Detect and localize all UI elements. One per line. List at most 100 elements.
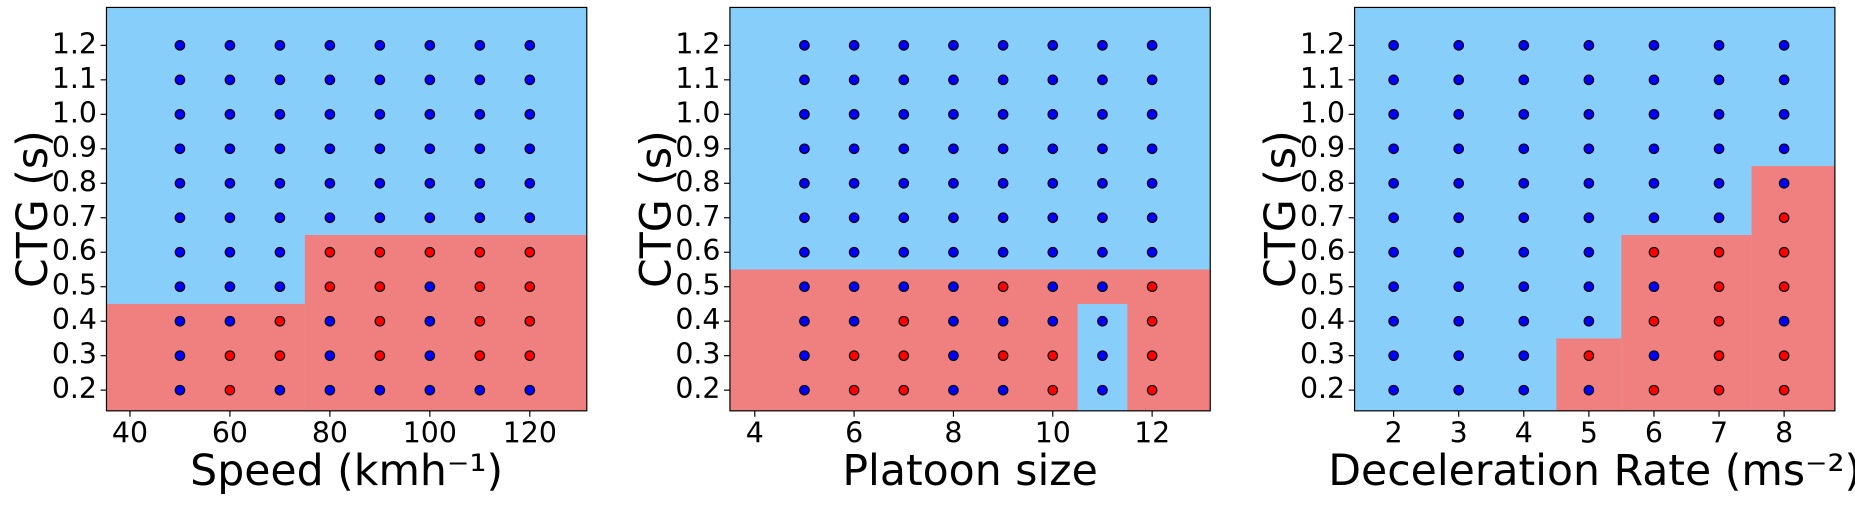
point <box>799 246 810 258</box>
point <box>424 246 436 258</box>
point <box>1097 246 1108 258</box>
point <box>997 212 1009 224</box>
x-tick-label: 80 <box>312 417 348 450</box>
point <box>274 212 286 224</box>
point <box>474 212 486 224</box>
point <box>1388 350 1399 361</box>
y-axis-label: CTG (s) <box>8 130 58 288</box>
point <box>848 40 860 51</box>
point <box>898 40 910 51</box>
point <box>1453 177 1465 189</box>
point <box>424 315 436 327</box>
point <box>524 40 536 51</box>
point <box>1778 74 1790 86</box>
point <box>374 384 386 396</box>
point <box>1648 40 1660 51</box>
point <box>1453 384 1465 396</box>
point <box>1713 143 1725 155</box>
point <box>1518 281 1530 293</box>
point <box>1146 74 1158 86</box>
plot-frame <box>1353 6 1836 412</box>
point <box>1778 315 1790 327</box>
point <box>1518 315 1530 327</box>
point <box>1097 384 1108 396</box>
point <box>1146 177 1158 189</box>
y-tick-label: 1.2 <box>675 27 720 60</box>
point <box>374 143 386 155</box>
y-tick-label: 0.9 <box>1300 131 1345 164</box>
point <box>1713 246 1725 258</box>
region <box>729 269 1211 411</box>
y-tick-label: 0.6 <box>1300 234 1345 267</box>
point <box>1097 74 1108 86</box>
x-tick-label: 8 <box>1775 417 1793 450</box>
point <box>848 108 860 120</box>
point <box>1388 315 1399 327</box>
point <box>1583 246 1595 258</box>
point <box>948 315 959 327</box>
point <box>1453 212 1465 224</box>
point <box>1097 108 1108 120</box>
point <box>1518 177 1530 189</box>
y-tick-label: 1.1 <box>1300 62 1345 95</box>
point <box>1453 315 1465 327</box>
point <box>174 281 186 293</box>
point <box>1778 108 1790 120</box>
y-tick-label: 0.7 <box>1300 200 1345 233</box>
point <box>224 281 236 293</box>
point <box>1518 212 1530 224</box>
point <box>524 315 536 327</box>
point <box>374 246 386 258</box>
region <box>1556 338 1622 411</box>
point <box>898 177 910 189</box>
point <box>174 350 186 361</box>
point <box>1388 40 1399 51</box>
point <box>948 40 959 51</box>
point <box>848 246 860 258</box>
point <box>1778 40 1790 51</box>
point <box>997 40 1009 51</box>
y-tick-label: 0.9 <box>675 131 720 164</box>
point <box>898 246 910 258</box>
point <box>898 74 910 86</box>
point <box>324 212 336 224</box>
point <box>1146 350 1158 361</box>
point <box>324 40 336 51</box>
point <box>224 350 236 361</box>
x-tick-label: 2 <box>1385 417 1403 450</box>
point <box>224 212 236 224</box>
point <box>1648 74 1660 86</box>
point <box>799 177 810 189</box>
point <box>474 350 486 361</box>
point <box>1146 40 1158 51</box>
point <box>1453 143 1465 155</box>
point <box>1648 315 1660 327</box>
y-axis-label: CTG (s) <box>1256 130 1306 288</box>
point <box>324 246 336 258</box>
region <box>106 303 305 411</box>
point <box>898 350 910 361</box>
point <box>1518 108 1530 120</box>
point <box>997 384 1009 396</box>
point <box>848 384 860 396</box>
point <box>174 40 186 51</box>
point <box>224 143 236 155</box>
point <box>424 40 436 51</box>
point <box>948 108 959 120</box>
point <box>1097 315 1108 327</box>
point <box>1778 350 1790 361</box>
y-tick-label: 0.7 <box>52 200 97 233</box>
point <box>324 315 336 327</box>
point <box>374 281 386 293</box>
point <box>324 281 336 293</box>
point <box>1388 177 1399 189</box>
y-tick-label: 0.6 <box>52 234 97 267</box>
point <box>1518 40 1530 51</box>
point <box>524 108 536 120</box>
point <box>1583 350 1595 361</box>
point <box>1583 212 1595 224</box>
point <box>898 315 910 327</box>
point <box>174 143 186 155</box>
